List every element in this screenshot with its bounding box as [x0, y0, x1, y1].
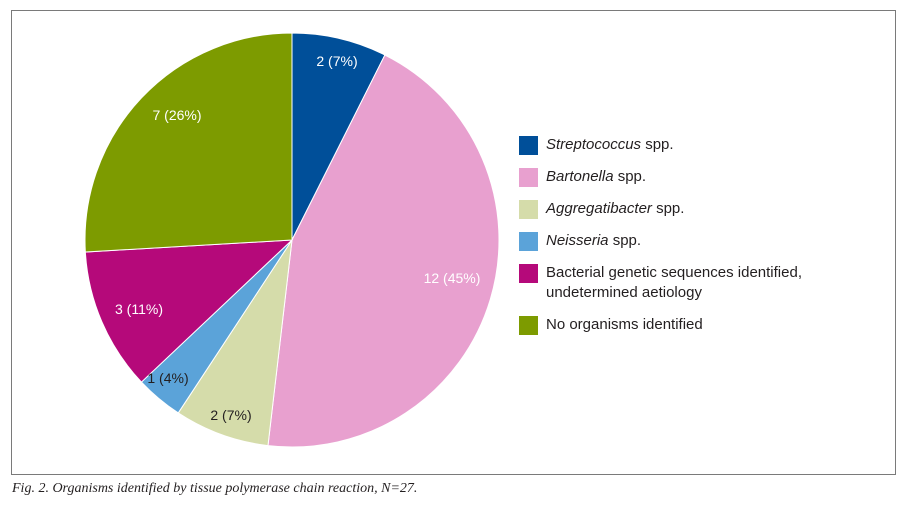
legend-label: Aggregatibacter spp.: [546, 199, 684, 219]
legend-label: No organisms identified: [546, 315, 703, 335]
legend-genus: Aggregatibacter: [546, 200, 652, 217]
legend-line: undetermined aetiology: [546, 284, 702, 301]
legend-suffix: spp.: [613, 168, 647, 185]
chart-frame: [11, 10, 896, 475]
slice-data-label: 2 (7%): [210, 407, 251, 423]
legend-suffix: spp.: [651, 200, 685, 217]
legend-genus: Bartonella: [546, 168, 614, 185]
slice-data-label: 1 (4%): [147, 370, 188, 386]
legend-label: Neisseria spp.: [546, 231, 641, 251]
pie-slice-1: [291, 32, 386, 241]
legend-line: Bacterial genetic sequences identified,: [546, 264, 802, 281]
legend-suffix: spp.: [641, 136, 674, 153]
legend-item: Aggregatibacter spp.: [519, 199, 859, 219]
legend-swatch: [519, 232, 538, 251]
legend-suffix: spp.: [608, 232, 642, 249]
pie-slice-2: [267, 54, 500, 448]
figure-caption: Fig. 2. Organisms identified by tissue p…: [12, 481, 418, 496]
slice-data-label: 7 (26%): [152, 107, 201, 123]
pie-slice-5: [84, 239, 294, 383]
legend-swatch: [519, 200, 538, 219]
legend-item: Streptococcus spp.: [519, 135, 859, 155]
legend-swatch: [519, 316, 538, 335]
legend-label: Streptococcus spp.: [546, 135, 674, 155]
legend-label: Bacterial genetic sequences identified, u…: [546, 263, 802, 303]
slice-data-label: 3 (11%): [115, 301, 163, 317]
legend-swatch: [519, 136, 538, 155]
slice-data-label: 2 (7%): [316, 53, 357, 69]
legend-swatch: [519, 264, 538, 283]
legend-label: Bartonella spp.: [546, 167, 646, 187]
legend-item: Bacterial genetic sequences identified, u…: [519, 263, 859, 303]
legend-swatch: [519, 168, 538, 187]
legend-item: Neisseria spp.: [519, 231, 859, 251]
pie-slice-3: [177, 239, 293, 447]
legend-line: No organisms identified: [546, 316, 703, 333]
legend-item: No organisms identified: [519, 315, 859, 335]
slice-data-label: 12 (45%): [424, 270, 481, 286]
legend-genus: Neisseria: [546, 232, 609, 249]
legend: Streptococcus spp. Bartonella spp. Aggrega…: [519, 135, 859, 347]
legend-item: Bartonella spp.: [519, 167, 859, 187]
legend-genus: Streptococcus: [546, 136, 642, 153]
pie-slice-6: [84, 32, 293, 253]
